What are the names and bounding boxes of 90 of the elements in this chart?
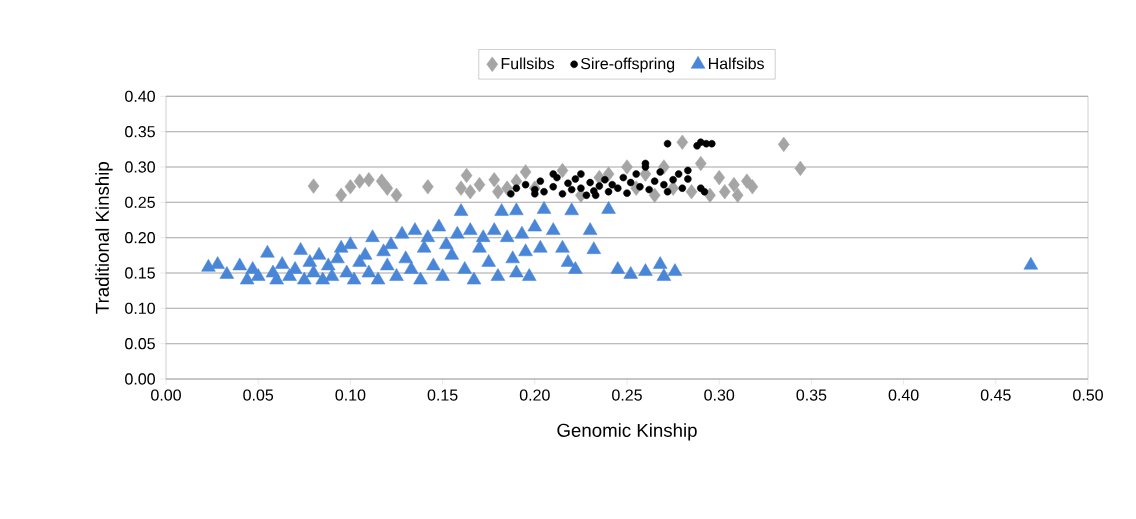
y-axis-title: Traditional Kinship bbox=[95, 162, 113, 314]
point bbox=[604, 188, 613, 196]
y-tick-label: 0.15 bbox=[125, 267, 155, 279]
point bbox=[591, 191, 600, 200]
y-tick-label: 0.05 bbox=[125, 338, 155, 350]
point bbox=[674, 170, 683, 178]
point bbox=[519, 164, 532, 180]
x-tick-label: 0.50 bbox=[1073, 389, 1103, 401]
point bbox=[678, 184, 687, 192]
point bbox=[614, 184, 622, 192]
point bbox=[728, 177, 740, 193]
y-tick-label: 0.25 bbox=[125, 196, 155, 208]
point bbox=[718, 184, 731, 200]
point bbox=[713, 169, 725, 186]
x-tick-label: 0.30 bbox=[704, 389, 735, 401]
point bbox=[567, 185, 576, 194]
point bbox=[621, 159, 633, 175]
point bbox=[492, 184, 504, 200]
legend-label: Halfsibs bbox=[708, 57, 764, 70]
point bbox=[650, 177, 659, 185]
point bbox=[558, 190, 567, 198]
x-tick-label: 0.00 bbox=[151, 389, 181, 401]
x-tick-label: 0.05 bbox=[243, 389, 274, 401]
point bbox=[488, 172, 501, 188]
point bbox=[460, 167, 473, 184]
x-tick-label: 0.25 bbox=[612, 389, 642, 401]
point bbox=[663, 188, 672, 196]
y-tick-label: 0.20 bbox=[125, 232, 155, 244]
x-tick-label: 0.35 bbox=[796, 389, 827, 401]
point bbox=[540, 188, 548, 196]
x-tick-label: 0.40 bbox=[888, 389, 919, 401]
y-tick-label: 0.10 bbox=[125, 302, 155, 314]
point bbox=[648, 187, 661, 203]
point bbox=[464, 184, 477, 200]
point bbox=[694, 155, 707, 172]
point bbox=[608, 180, 616, 189]
point bbox=[512, 184, 521, 192]
point bbox=[626, 178, 635, 187]
y-tick-label: 0.00 bbox=[125, 373, 155, 385]
point bbox=[619, 173, 628, 182]
point bbox=[531, 190, 539, 198]
point bbox=[731, 187, 744, 203]
point bbox=[344, 179, 357, 195]
point bbox=[676, 134, 689, 150]
point bbox=[564, 179, 572, 187]
point bbox=[307, 178, 320, 194]
point bbox=[746, 179, 759, 195]
point bbox=[571, 175, 580, 183]
point bbox=[708, 139, 716, 148]
x-tick-label: 0.10 bbox=[335, 389, 366, 401]
y-tick-label: 0.30 bbox=[125, 161, 155, 173]
point bbox=[632, 170, 640, 178]
point bbox=[636, 183, 644, 191]
point bbox=[684, 166, 692, 175]
y-tick-label: 0.40 bbox=[125, 90, 155, 102]
x-tick-label: 0.45 bbox=[980, 389, 1011, 401]
point bbox=[669, 175, 677, 184]
point bbox=[549, 183, 557, 191]
point bbox=[700, 188, 709, 196]
point bbox=[645, 185, 653, 194]
point bbox=[660, 180, 668, 189]
point bbox=[595, 182, 604, 190]
point bbox=[536, 177, 545, 185]
point bbox=[684, 175, 692, 183]
point bbox=[777, 136, 790, 152]
point bbox=[335, 187, 347, 203]
y-tick-label: 0.35 bbox=[125, 126, 155, 138]
point bbox=[577, 184, 585, 192]
point bbox=[455, 180, 467, 196]
x-tick-label: 0.15 bbox=[427, 389, 458, 401]
point bbox=[577, 170, 585, 178]
point bbox=[363, 172, 375, 188]
point bbox=[586, 178, 594, 187]
legend-label: Sire-offspring bbox=[581, 57, 675, 73]
point bbox=[390, 187, 403, 203]
legend-label: Fullsibs bbox=[501, 57, 555, 70]
point bbox=[663, 139, 672, 148]
x-tick-label: 0.20 bbox=[519, 389, 550, 401]
point bbox=[623, 189, 631, 197]
point bbox=[422, 179, 434, 195]
point bbox=[582, 191, 591, 200]
point bbox=[556, 162, 569, 179]
x-axis-title: Genomic Kinship bbox=[557, 423, 697, 441]
point bbox=[353, 173, 366, 189]
point bbox=[381, 180, 394, 196]
point bbox=[473, 177, 486, 193]
point bbox=[685, 184, 698, 200]
point bbox=[549, 170, 557, 178]
point bbox=[794, 160, 807, 177]
point bbox=[521, 180, 530, 189]
